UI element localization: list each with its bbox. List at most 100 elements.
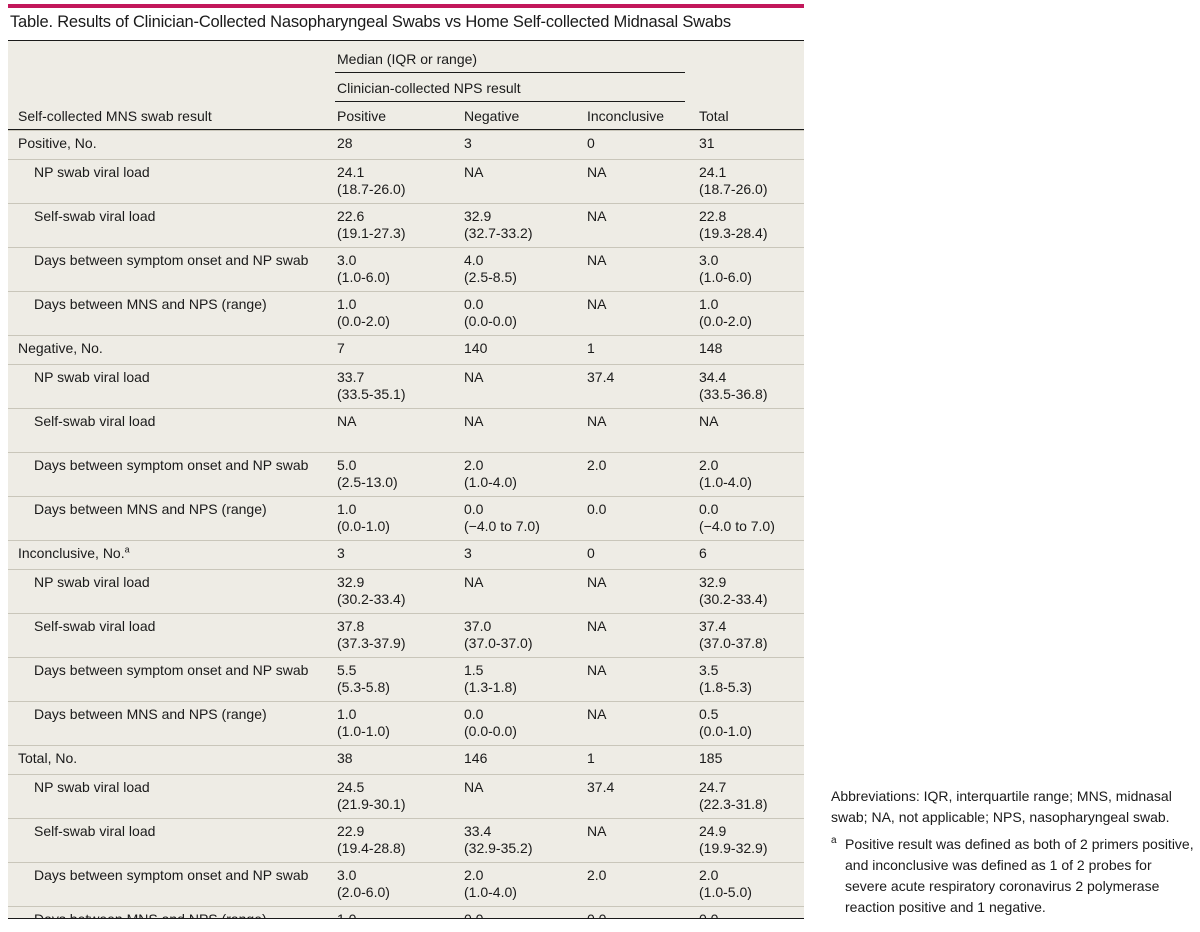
range-value: (1.8-5.3) [699,679,752,695]
median-value: 1.5 [464,662,484,678]
table-row: Positive, No. 28 3 0 31 [8,130,804,160]
table-row: Self-swab viral load NA NA NA NA [8,408,804,453]
row-label: Days between MNS and NPS (range) [34,911,267,919]
value-cell: NA [579,569,691,614]
range-value: (1.0-4.0) [464,884,517,900]
value-cell: 24.9 (19.9-32.9) [691,818,804,863]
range-value: (19.3-28.4) [699,225,768,241]
range-value: (−4.0 to 7.0) [464,518,540,534]
value-cell: 2.0 [579,452,691,497]
value-cell: 1.0(0.0-2.0) [329,906,456,919]
median-value: NA [587,413,607,429]
median-value: 1.0 [337,911,357,919]
table-row: NP swab viral load 24.5 (21.9-30.1) NA 37.4 2… [8,774,804,819]
group-label: Total, No. [18,750,78,766]
median-value: 4.0 [464,252,484,268]
median-value: 2.0 [699,867,719,883]
median-value: 33.7 [337,369,365,385]
value-cell: NA [579,408,691,453]
value-cell: 0.5 (0.0-1.0) [691,701,804,746]
median-value: 37.0 [464,618,492,634]
count-cell: 3 [456,540,579,570]
range-value: (22.3-31.8) [699,796,768,812]
value-cell: 3.0 (2.0-6.0) [329,862,456,907]
row-label-cell: Days between MNS and NPS (range) [8,701,329,746]
median-value: NA [464,369,484,385]
range-value: (32.7-33.2) [464,225,533,241]
range-value: (2.5-13.0) [337,474,398,490]
median-value: 24.5 [337,779,365,795]
value-cell: 3.0 (1.0-6.0) [329,247,456,292]
title-rule [8,40,804,41]
range-value: (0.0-1.0) [699,723,752,739]
value-cell: NA [329,408,456,453]
header-bottom-rule [8,129,804,130]
value-cell: 3.0 (1.0-6.0) [691,247,804,292]
group-label-cell: Total, No. [8,745,329,775]
group-label: Inconclusive, No. [18,545,125,561]
count-cell: 0 [579,130,691,160]
value-cell: 1.0(0.0-2.0) [329,291,456,336]
range-value: (2.5-8.5) [464,269,517,285]
value-cell: 2.0 (1.0-5.0) [691,862,804,907]
median-value: 32.9 [464,208,492,224]
value-cell: 33.4 (32.9-35.2) [456,818,579,863]
range-value: (0.0-2.0) [337,313,390,329]
median-value: 2.0 [699,457,719,473]
value-cell: NA [579,159,691,204]
table-row: Days between symptom onset and NP swab 3.… [8,862,804,907]
row-label: Self-swab viral load [34,823,156,839]
range-value: (19.1-27.3) [337,225,406,241]
range-value: (18.7-26.0) [699,181,768,197]
median-value: 3.0 [699,252,719,268]
row-label: Days between symptom onset and NP swab [34,457,309,473]
row-label-cell: Days between MNS and NPS (range) [8,291,329,336]
median-value: NA [464,164,484,180]
range-value: (37.0-37.0) [464,635,533,651]
median-value: NA [464,574,484,590]
value-cell: NA [579,657,691,702]
value-cell: NA [579,291,691,336]
median-value: NA [587,208,607,224]
row-label-cell: Self-swab viral load [8,203,329,248]
value-cell: NA [456,774,579,819]
range-value: (1.0-6.0) [699,269,752,285]
median-value: NA [587,823,607,839]
table-row: Self-swab viral load 22.6 (19.1-27.3) 32.9(… [8,203,804,248]
value-cell: 2.0 (1.0-4.0) [691,452,804,497]
value-cell: 32.9 (32.7-33.2) [456,203,579,248]
footnote-a: a Positive result was defined as both of… [831,834,1196,918]
value-cell: 37.8 (37.3-37.9) [329,613,456,658]
table-title: Table. Results of Clinician-Collected Na… [10,13,731,31]
header-col-total: Total [699,108,729,124]
median-value: 22.6 [337,208,365,224]
value-cell: 0.0(−4.0 to 7.0) [691,906,804,918]
row-label-cell: Self-swab viral load [8,818,329,863]
header-span-median: Median (IQR or range) [337,51,478,67]
median-value: 37.8 [337,618,365,634]
footnote-ref: a [124,544,130,555]
range-value: (2.0-6.0) [337,884,390,900]
median-value: NA [587,662,607,678]
table-row: Days between MNS and NPS (range) 1.0 (1.0-… [8,701,804,746]
value-cell: NA [456,159,579,204]
median-value: 37.4 [699,618,727,634]
value-cell: 1.0 (1.0-1.0) [329,701,456,746]
value-cell: NA [456,364,579,409]
median-value: 0.0 [464,911,484,919]
table-row: Total, No. 38 146 1 185 [8,745,804,775]
value-cell: NA [456,569,579,614]
row-label-cell: NP swab viral load [8,159,329,204]
value-cell: 37.4 (37.0-37.8) [691,613,804,658]
row-label: NP swab viral load [34,369,150,385]
median-value: NA [464,413,484,429]
row-label: NP swab viral load [34,779,150,795]
count-cell: 148 [691,335,804,365]
range-value: (18.7-26.0) [337,181,406,197]
count-value: 3 [464,545,472,561]
count-value: 146 [464,750,488,766]
count-value: 0 [587,545,595,561]
value-cell: 24.7 (22.3-31.8) [691,774,804,819]
header-col-inconclusive: Inconclusive [587,108,665,124]
value-cell: 37.0 (37.0-37.0) [456,613,579,658]
